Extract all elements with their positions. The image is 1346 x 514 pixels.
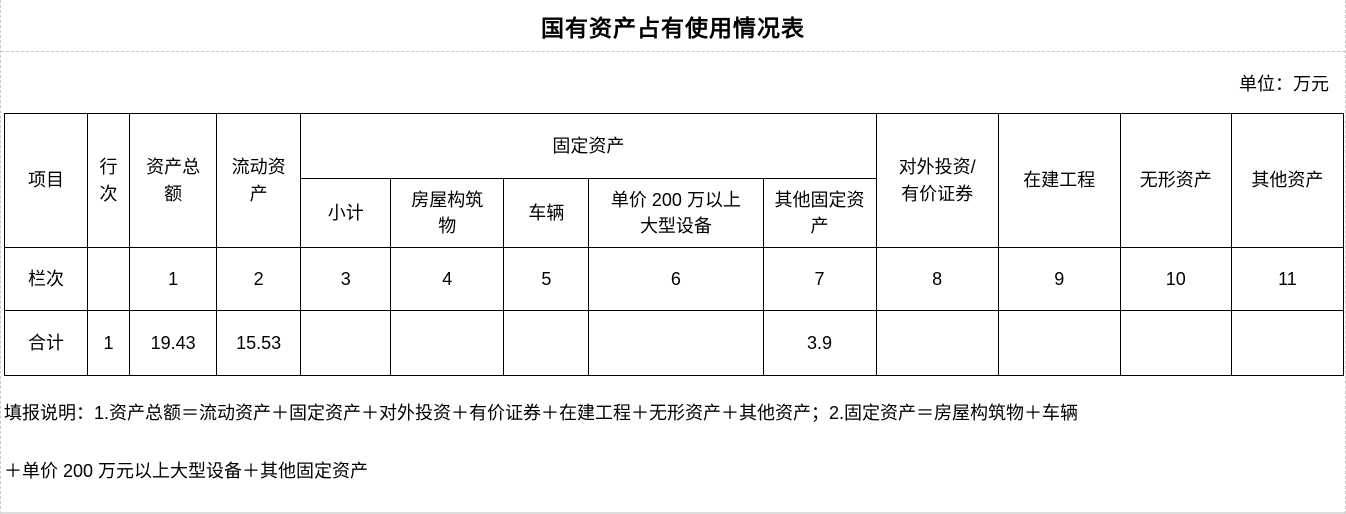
header-current-assets-cell: 流动资 产 xyxy=(216,113,302,248)
column-index-cell: 2 xyxy=(216,247,302,311)
total-value-cell xyxy=(300,310,392,376)
total-value-cell: 3.9 xyxy=(762,310,877,376)
header-external-investment-cell: 对外投资/ 有价证券 xyxy=(875,113,999,248)
header-large-equipment-cell: 单价 200 万以上 大型设备 xyxy=(588,178,764,248)
total-value-cell xyxy=(875,310,999,376)
assets-table: 项目 行 次 资产总 额 流动资 产 固定资产 对外投资/ 有价证券 在建工程 … xyxy=(3,113,1345,376)
total-label-cell: 合计 xyxy=(3,310,89,376)
header-subtotal-cell: 小计 xyxy=(300,178,392,248)
page-title: 国有资产占有使用情况表 xyxy=(541,14,805,41)
notes: 填报说明：1.资产总额＝流动资产＋固定资产＋对外投资＋有价证券＋在建工程＋无形资… xyxy=(1,376,1345,500)
column-index-cell: 4 xyxy=(390,247,505,311)
column-index-cell: 8 xyxy=(875,247,999,311)
header-row-2: 小计 房屋构筑 物 车辆 单价 200 万以上 大型设备 其他固定资 产 xyxy=(5,178,1344,248)
header-row-no-cell: 行 次 xyxy=(87,113,131,248)
unit-band: 单位：万元 xyxy=(1,52,1345,113)
header-item-cell: 项目 xyxy=(3,113,89,248)
notes-line-1: 填报说明：1.资产总额＝流动资产＋固定资产＋对外投资＋有价证券＋在建工程＋无形资… xyxy=(4,403,1079,423)
column-index-label-cell: 栏次 xyxy=(3,247,89,311)
total-value-cell xyxy=(503,310,590,376)
header-construction-cell: 在建工程 xyxy=(997,113,1121,248)
total-value-cell xyxy=(1119,310,1232,376)
column-index-cell: 7 xyxy=(762,247,877,311)
column-index-cell: 1 xyxy=(129,247,218,311)
total-value-cell xyxy=(997,310,1121,376)
column-index-cell: 3 xyxy=(300,247,392,311)
title-band: 国有资产占有使用情况表 xyxy=(1,0,1345,52)
column-index-cell: 11 xyxy=(1230,247,1345,311)
total-row-no-cell: 1 xyxy=(87,310,131,376)
column-index-row: 栏次 1 2 3 4 5 6 7 8 9 10 11 xyxy=(3,247,1345,311)
unit-label: 单位：万元 xyxy=(1239,73,1329,94)
total-value-cell: 19.43 xyxy=(129,310,218,376)
header-total-assets-cell: 资产总 额 xyxy=(129,113,218,248)
total-value-cell xyxy=(1230,310,1345,376)
header-row-1: 项目 行 次 资产总 额 流动资 产 固定资产 对外投资/ 有价证券 在建工程 … xyxy=(3,113,1345,248)
total-value-cell xyxy=(588,310,764,376)
total-value-cell xyxy=(390,310,505,376)
column-index-cell: 10 xyxy=(1119,247,1232,311)
total-value-cell: 15.53 xyxy=(216,310,302,376)
header-other-fixed-cell: 其他固定资 产 xyxy=(762,178,877,248)
notes-line-2: ＋单价 200 万元以上大型设备＋其他固定资产 xyxy=(4,461,369,481)
header-other-assets-cell: 其他资产 xyxy=(1230,113,1345,248)
total-row: 合计 1 19.43 15.53 3.9 xyxy=(3,310,1345,376)
column-index-row-no-cell xyxy=(87,247,131,311)
header-vehicles-cell: 车辆 xyxy=(503,178,590,248)
header-intangible-cell: 无形资产 xyxy=(1119,113,1232,248)
column-index-cell: 6 xyxy=(588,247,764,311)
header-fixed-assets-group-cell: 固定资产 xyxy=(300,113,877,179)
header-buildings-cell: 房屋构筑 物 xyxy=(390,178,505,248)
column-index-cell: 5 xyxy=(503,247,590,311)
column-index-cell: 9 xyxy=(997,247,1121,311)
